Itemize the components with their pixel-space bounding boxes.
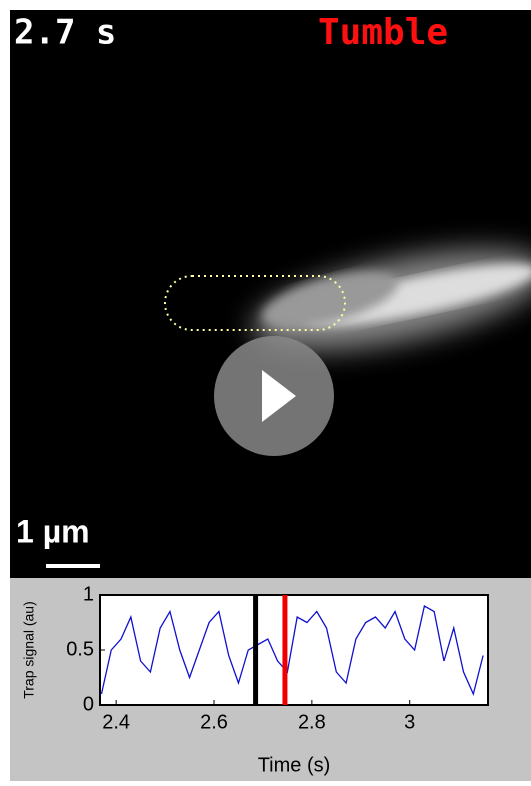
x-tick-label: 3 <box>404 711 415 733</box>
y-tick-label: 1 <box>83 583 94 605</box>
plot-area <box>100 595 488 705</box>
page: 2.7 s Tumble 1 µm Trap signal (au) Time … <box>0 0 531 781</box>
x-tick-label: 2.4 <box>102 711 130 733</box>
y-tick-label: 0.5 <box>66 638 94 660</box>
y-axis-label: Trap signal (au) <box>21 601 37 699</box>
x-axis-label: Time (s) <box>258 754 331 776</box>
x-tick-label: 2.8 <box>298 711 326 733</box>
scale-label: 1 µm <box>16 513 90 549</box>
state-label: Tumble <box>318 12 448 53</box>
play-button[interactable] <box>214 336 334 456</box>
video-frame: 2.7 s Tumble 1 µm Trap signal (au) Time … <box>0 0 531 781</box>
y-tick-label: 0 <box>83 693 94 715</box>
x-tick-label: 2.6 <box>200 711 228 733</box>
time-label: 2.7 s <box>14 13 116 53</box>
